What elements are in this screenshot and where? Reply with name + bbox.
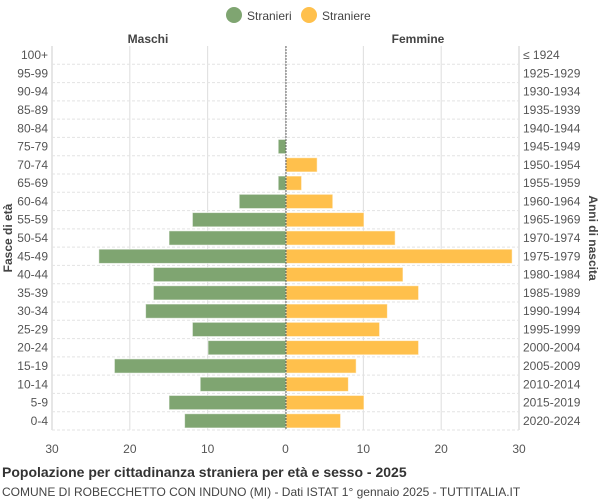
bar-female xyxy=(285,303,388,319)
right-header: Femmine xyxy=(392,32,445,46)
x-tick-label: 20 xyxy=(123,442,137,456)
birth-year-label: 1970-1974 xyxy=(523,231,581,245)
bar-female xyxy=(285,193,334,210)
age-label: 10-14 xyxy=(17,377,48,391)
bar-female xyxy=(285,157,318,173)
birth-year-label: 1980-1984 xyxy=(523,268,581,282)
x-tick-label: 20 xyxy=(434,442,448,456)
birth-year-label: 2000-2004 xyxy=(523,341,581,355)
bar-male xyxy=(238,193,287,210)
age-label: 5-9 xyxy=(31,396,49,410)
bar-female xyxy=(285,230,396,246)
age-label: 100+ xyxy=(21,48,48,62)
bar-female xyxy=(285,340,420,356)
legend-swatch xyxy=(301,7,317,23)
bar-male xyxy=(207,340,287,356)
birth-year-label: 1965-1969 xyxy=(523,213,581,227)
legend-label: Straniere xyxy=(322,9,371,23)
birth-year-label: 2015-2019 xyxy=(523,396,581,410)
birth-year-label: 1930-1934 xyxy=(523,85,581,99)
legend-swatch xyxy=(226,7,242,23)
bar-male xyxy=(113,358,287,374)
legend-label: Stranieri xyxy=(247,9,292,23)
age-label: 90-94 xyxy=(17,85,48,99)
pyramid-chart: 30 20 10 0 10 20 30 100+ ≤ 1924 95-99 1925-1929 90-… xyxy=(1,7,600,456)
chart-subtitle: COMUNE DI ROBECCHETTO CON INDUNO (MI) - … xyxy=(2,485,521,499)
bar-male xyxy=(98,248,287,264)
birth-year-label: 1950-1954 xyxy=(523,158,581,172)
age-label: 75-79 xyxy=(17,140,48,154)
bar-male xyxy=(277,175,287,191)
y-axis-label-left: Fasce di età xyxy=(1,203,15,272)
birth-year-label: 1935-1939 xyxy=(523,103,581,117)
chart-title: Popolazione per cittadinanza straniera p… xyxy=(2,464,407,480)
age-label: 60-64 xyxy=(17,194,48,208)
bar-female xyxy=(285,248,513,264)
bar-female xyxy=(285,358,357,374)
age-label: 20-24 xyxy=(17,341,48,355)
bar-male xyxy=(277,138,287,155)
x-tick-label: 30 xyxy=(512,442,526,456)
birth-year-label: 1955-1959 xyxy=(523,176,581,190)
birth-year-label: 2020-2024 xyxy=(523,414,581,428)
bar-male xyxy=(152,266,287,283)
birth-year-label: 1995-1999 xyxy=(523,322,581,336)
age-label: 85-89 xyxy=(17,103,48,117)
bar-male xyxy=(152,285,287,301)
bar-female xyxy=(285,376,349,392)
age-label: 15-19 xyxy=(17,359,48,373)
bar-male xyxy=(168,230,287,246)
birth-year-label: 1960-1964 xyxy=(523,194,581,208)
bar-male xyxy=(184,413,287,429)
bar-female xyxy=(285,285,420,301)
age-label: 35-39 xyxy=(17,286,48,300)
x-tick-label: 10 xyxy=(201,442,215,456)
bar-male xyxy=(191,321,287,338)
x-tick-label: 0 xyxy=(282,442,289,456)
birth-year-label: 1990-1994 xyxy=(523,304,581,318)
y-axis-label-right: Anni di nascita xyxy=(586,195,600,281)
age-label: 40-44 xyxy=(17,268,48,282)
age-label: 65-69 xyxy=(17,176,48,190)
bar-female xyxy=(285,212,365,228)
age-label: 80-84 xyxy=(17,121,48,135)
bar-female xyxy=(285,321,381,338)
birth-year-label: 2010-2014 xyxy=(523,377,581,391)
age-label: 45-49 xyxy=(17,249,48,263)
birth-year-label: 1975-1979 xyxy=(523,249,581,263)
age-label: 95-99 xyxy=(17,66,48,80)
bar-female xyxy=(285,175,303,191)
birth-year-label: 1985-1989 xyxy=(523,286,581,300)
age-label: 70-74 xyxy=(17,158,48,172)
bar-male xyxy=(145,303,287,319)
age-label: 55-59 xyxy=(17,213,48,227)
bar-male xyxy=(199,376,287,392)
age-label: 50-54 xyxy=(17,231,48,245)
age-label: 0-4 xyxy=(31,414,49,428)
age-label: 25-29 xyxy=(17,322,48,336)
birth-year-label: 1945-1949 xyxy=(523,140,581,154)
birth-year-label: ≤ 1924 xyxy=(523,48,560,62)
bar-male xyxy=(168,394,287,411)
bar-male xyxy=(191,212,287,228)
birth-year-label: 2005-2009 xyxy=(523,359,581,373)
left-header: Maschi xyxy=(128,32,169,46)
x-tick-label: 30 xyxy=(45,442,59,456)
birth-year-label: 1925-1929 xyxy=(523,66,581,80)
bar-female xyxy=(285,266,404,283)
bar-female xyxy=(285,413,342,429)
age-label: 30-34 xyxy=(17,304,48,318)
birth-year-label: 1940-1944 xyxy=(523,121,581,135)
bar-female xyxy=(285,394,365,411)
x-tick-label: 10 xyxy=(357,442,371,456)
